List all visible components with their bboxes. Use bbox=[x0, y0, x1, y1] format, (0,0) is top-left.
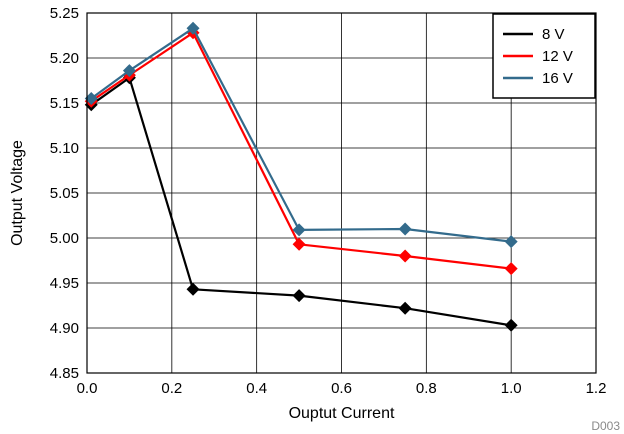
y-tick-label: 5.10 bbox=[50, 140, 79, 157]
data-point-marker bbox=[504, 318, 518, 332]
legend-label: 8 V bbox=[542, 26, 565, 43]
x-tick-label: 0.6 bbox=[331, 380, 352, 397]
data-point-marker bbox=[398, 222, 412, 236]
x-tick-label: 0.4 bbox=[246, 380, 267, 397]
data-point-marker bbox=[84, 92, 98, 105]
data-point-marker bbox=[292, 223, 306, 237]
x-axis-title: Ouptut Current bbox=[289, 405, 395, 422]
series-8v bbox=[84, 71, 518, 332]
series-line bbox=[90, 76, 512, 327]
x-axis-ticks: 0.0 0.2 0.4 0.6 0.8 1.0 1.2 bbox=[77, 380, 607, 397]
legend-label: 12 V bbox=[542, 48, 573, 65]
figure-code-label: D003 bbox=[591, 419, 620, 433]
y-tick-label: 4.95 bbox=[50, 275, 79, 292]
plot-frame bbox=[86, 12, 597, 374]
x-tick-label: 1.0 bbox=[501, 380, 522, 397]
grid-lines bbox=[86, 12, 597, 374]
data-point-marker bbox=[398, 249, 412, 263]
data-point-marker bbox=[292, 289, 306, 303]
data-point-marker bbox=[122, 64, 136, 78]
y-tick-label: 4.85 bbox=[50, 365, 79, 382]
data-point-marker bbox=[504, 262, 518, 276]
series-line bbox=[90, 27, 512, 243]
x-tick-label: 0.8 bbox=[416, 380, 437, 397]
x-tick-label: 0.0 bbox=[77, 380, 98, 397]
y-tick-label: 4.90 bbox=[50, 320, 79, 337]
data-point-marker bbox=[186, 21, 200, 35]
y-tick-label: 5.20 bbox=[50, 50, 79, 67]
x-tick-label: 0.2 bbox=[161, 380, 182, 397]
data-point-marker bbox=[504, 235, 518, 249]
series-line bbox=[90, 31, 512, 270]
series-16v bbox=[84, 21, 518, 249]
data-point-marker bbox=[186, 282, 200, 296]
legend: 8 V 12 V 16 V bbox=[492, 13, 596, 99]
data-point-marker bbox=[398, 301, 412, 315]
x-tick-label: 1.2 bbox=[586, 380, 607, 397]
y-axis-title: Output Voltage bbox=[9, 140, 26, 246]
series-group bbox=[84, 21, 518, 332]
y-tick-label: 5.25 bbox=[50, 5, 79, 22]
legend-label: 16 V bbox=[542, 70, 573, 87]
y-tick-label: 5.15 bbox=[50, 95, 79, 112]
y-axis-ticks: 4.85 4.90 4.95 5.00 5.05 5.10 5.15 5.20 5.25 bbox=[50, 5, 79, 382]
y-tick-label: 5.00 bbox=[50, 230, 79, 247]
y-tick-label: 5.05 bbox=[50, 185, 79, 202]
data-point-marker bbox=[292, 237, 306, 251]
